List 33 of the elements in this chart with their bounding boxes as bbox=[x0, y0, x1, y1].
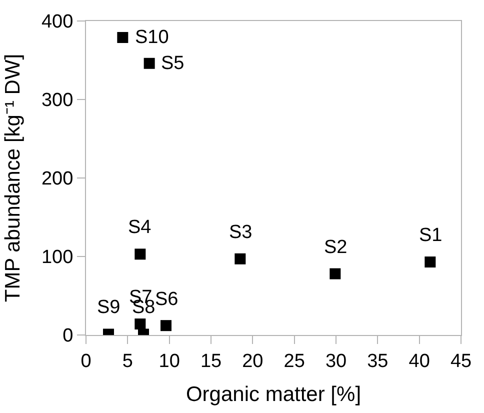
x-tick-label: 35 bbox=[367, 350, 388, 372]
x-tick-label: 10 bbox=[158, 350, 180, 372]
point bbox=[234, 253, 246, 264]
x-tick-label: 0 bbox=[80, 350, 92, 372]
x-tick-label: 30 bbox=[325, 350, 347, 372]
x-axis-title: Organic matter [%] bbox=[186, 383, 362, 406]
y-tick-label: 200 bbox=[41, 168, 74, 190]
point bbox=[134, 248, 146, 260]
x-tick-label: 5 bbox=[122, 350, 133, 372]
annotation: S5 bbox=[161, 53, 184, 74]
annotation: S2 bbox=[324, 237, 348, 258]
annotation: S9 bbox=[97, 297, 120, 318]
y-tick-label: 300 bbox=[41, 90, 74, 112]
annotation: S3 bbox=[229, 222, 252, 243]
point bbox=[330, 268, 341, 280]
x-tick-label: 25 bbox=[284, 350, 305, 372]
point bbox=[144, 58, 155, 69]
y-tick-label: 400 bbox=[41, 12, 74, 33]
annotation: S6 bbox=[155, 289, 178, 310]
annotation: S10 bbox=[135, 27, 169, 48]
x-tick-label: 20 bbox=[242, 350, 264, 372]
x-tick-label: 40 bbox=[408, 350, 430, 372]
y-tick-label: 0 bbox=[62, 326, 74, 347]
x-tick-label: 15 bbox=[200, 350, 222, 372]
point bbox=[424, 256, 436, 268]
y-axis-title: TMP abundance [kg⁻¹ DW] bbox=[2, 54, 25, 302]
x-tick-label: 45 bbox=[450, 350, 472, 372]
annotation: S1 bbox=[419, 225, 442, 246]
y-tick-label: 100 bbox=[41, 247, 74, 268]
point bbox=[160, 320, 172, 332]
annotation: S4 bbox=[128, 217, 152, 238]
point bbox=[117, 32, 128, 43]
point bbox=[134, 318, 146, 330]
